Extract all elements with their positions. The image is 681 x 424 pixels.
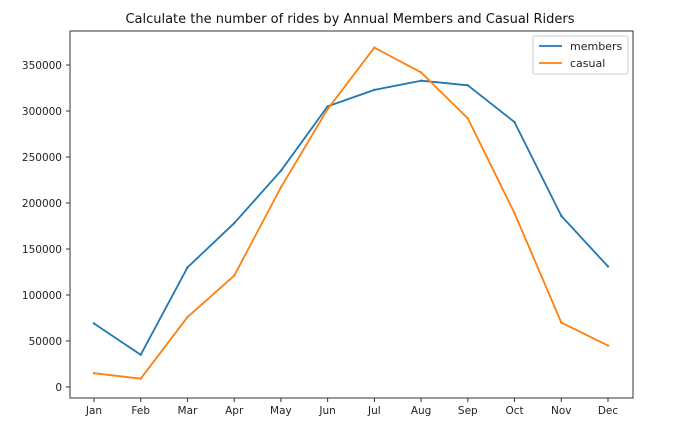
x-tick-label: Sep [458,405,478,417]
y-tick-label: 100000 [22,290,62,302]
data-point-casual [606,344,610,347]
x-tick-label: Nov [551,405,572,417]
series-layer [92,46,610,380]
y-tick-label: 50000 [29,336,62,348]
data-point-members [92,322,96,325]
y-tick-label: 350000 [22,60,62,72]
y-tick-label: 150000 [22,244,62,256]
data-point-members [186,266,189,269]
data-point-casual [92,371,96,375]
x-tick-label: Jan [85,405,102,417]
data-point-casual [326,107,329,111]
data-point-casual [466,117,470,120]
legend-label-members: members [570,40,622,53]
y-axis: 0 50000 100000 150000 200000 250000 300000 3500… [22,60,70,394]
x-tick-label: May [270,405,292,417]
y-tick-label: 200000 [22,198,62,210]
x-tick-label: Mar [178,405,198,417]
data-point-members [419,79,423,82]
x-axis: Jan Feb Mar Apr May Jun Jul Aug Sep Oct Nov Dec [85,398,618,417]
x-tick-label: Oct [505,405,523,417]
chart-title: Calculate the number of rides by Annual … [125,12,574,27]
y-tick-label: 0 [55,382,62,394]
x-tick-label: Jul [367,405,381,417]
x-tick-label: Dec [598,405,619,417]
data-point-members [232,222,236,225]
legend: members casual [532,35,629,75]
data-point-casual [139,377,142,380]
data-point-casual [513,211,516,215]
x-tick-label: Aug [411,405,432,417]
data-point-casual [232,274,236,277]
data-point-members [560,214,563,218]
data-point-members [279,169,283,173]
series-line-members [93,79,609,356]
data-point-casual [560,321,563,324]
data-point-members [373,88,376,92]
data-point-casual [186,315,189,319]
data-point-members [466,84,470,87]
series-line-casual [93,46,609,380]
x-tick-label: Apr [225,405,244,417]
legend-label-casual: casual [570,57,605,70]
data-point-casual [373,46,376,49]
plot-frame [69,30,634,399]
data-point-casual [419,71,423,74]
x-tick-label: Feb [131,405,150,417]
x-tick-label: Jun [318,405,335,417]
y-tick-label: 300000 [22,106,62,118]
data-point-members [139,353,142,356]
data-point-casual [279,186,283,189]
y-tick-label: 250000 [22,152,62,164]
data-point-members [513,120,516,124]
data-point-members [606,265,610,268]
